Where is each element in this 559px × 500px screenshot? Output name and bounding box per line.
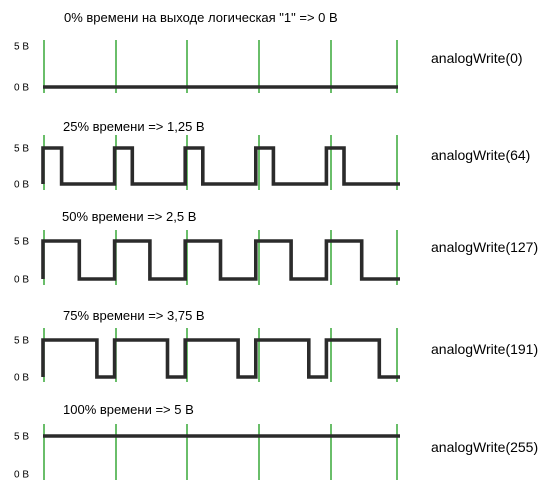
duty-cycle-title: 0% времени на выходе логическая "1" => 0… xyxy=(64,10,338,25)
high-level-label: 5 В xyxy=(14,42,29,53)
pwm-waveform xyxy=(41,239,400,281)
analogwrite-call: analogWrite(255) xyxy=(431,439,538,455)
analogwrite-call: analogWrite(64) xyxy=(431,147,530,163)
low-level-label: 0 В xyxy=(14,275,29,286)
high-level-label: 5 В xyxy=(14,432,29,443)
low-level-label: 0 В xyxy=(14,470,29,481)
high-level-label: 5 В xyxy=(14,144,29,155)
duty-cycle-title: 25% времени => 1,25 В xyxy=(63,119,205,134)
low-level-label: 0 В xyxy=(14,180,29,191)
duty-cycle-title: 100% времени => 5 В xyxy=(63,402,194,417)
pwm-waveform xyxy=(41,146,400,186)
low-level-label: 0 В xyxy=(14,373,29,384)
low-level-label: 0 В xyxy=(14,83,29,94)
duty-cycle-title: 50% времени => 2,5 В xyxy=(62,209,196,224)
analogwrite-call: analogWrite(191) xyxy=(431,341,538,357)
high-level-label: 5 В xyxy=(14,336,29,347)
high-level-label: 5 В xyxy=(14,237,29,248)
pwm-waveform xyxy=(41,338,400,379)
analogwrite-call: analogWrite(0) xyxy=(431,50,523,66)
duty-cycle-title: 75% времени => 3,75 В xyxy=(63,308,205,323)
analogwrite-call: analogWrite(127) xyxy=(431,239,538,255)
